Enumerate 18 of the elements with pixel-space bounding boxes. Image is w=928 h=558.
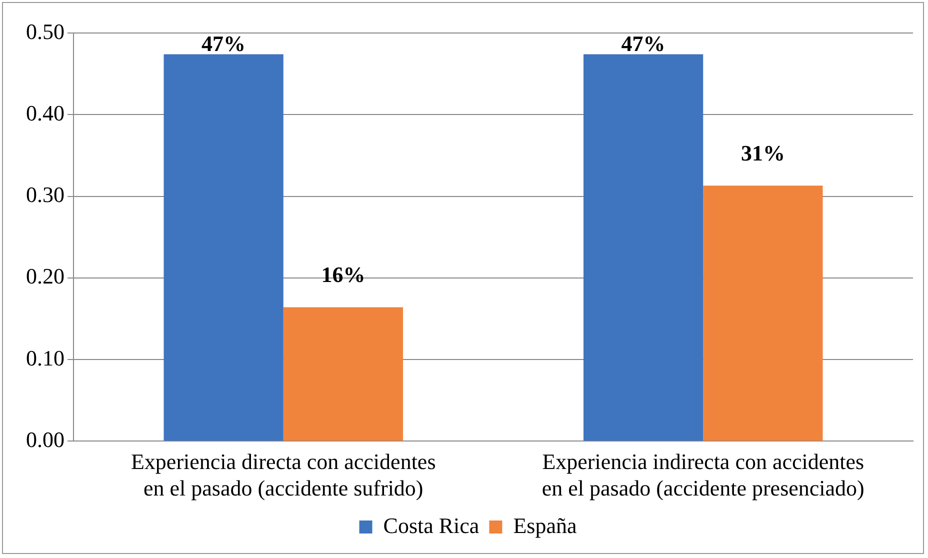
x-tick-label: Experiencia indirecta con accidentes en el pasado (accidente presenciado): [542, 449, 864, 501]
legend-label: Costa Rica: [383, 512, 480, 538]
legend-label: España: [513, 512, 577, 538]
data-label: 16%: [321, 262, 366, 287]
bar: [703, 186, 823, 441]
y-tick-label: 0.30: [26, 182, 64, 208]
data-label: 47%: [621, 30, 666, 56]
y-tick-label: 0.20: [26, 264, 64, 289]
data-label: 31%: [740, 140, 785, 166]
y-tick-label: 0.10: [26, 345, 64, 370]
y-tick-label: 0.50: [26, 18, 64, 44]
bar: [283, 307, 404, 441]
bar: [583, 54, 704, 441]
data-label: 47%: [202, 30, 246, 56]
y-tick-label: 0.00: [26, 426, 64, 452]
bar: [164, 54, 284, 441]
x-tick-label: Experiencia directa con accidentes en el pasado (accidente sufrido): [130, 449, 436, 501]
y-tick-label: 0.40: [26, 100, 64, 126]
